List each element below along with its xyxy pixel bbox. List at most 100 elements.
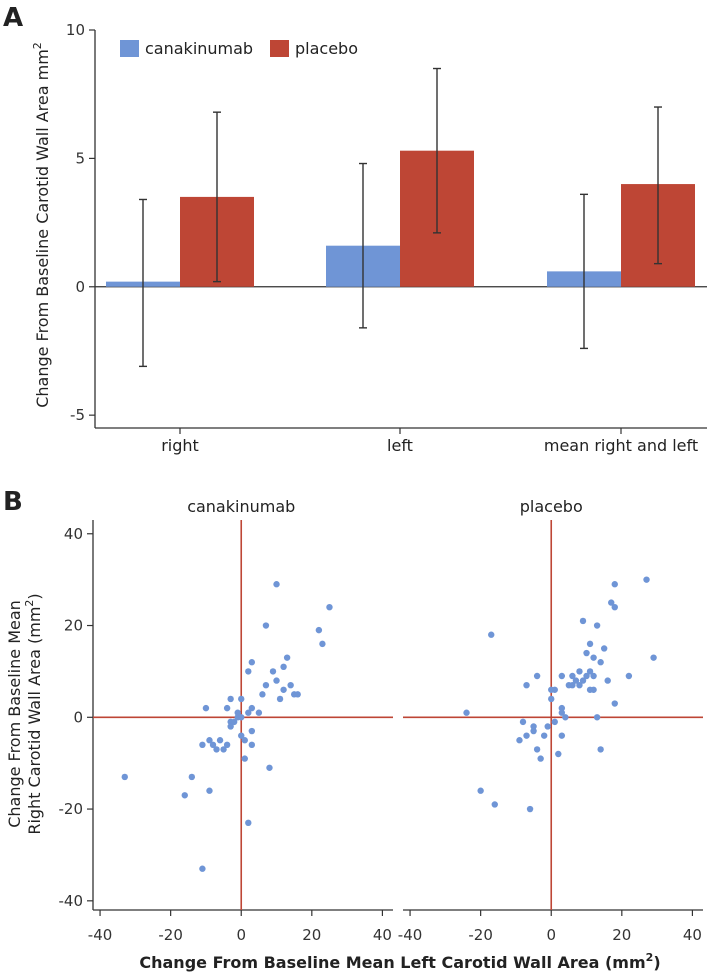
scatter-point-placebo bbox=[650, 654, 657, 661]
bar-category-label: right bbox=[161, 436, 199, 455]
scatter-point-placebo bbox=[526, 805, 534, 813]
scatter-point-placebo bbox=[586, 668, 594, 675]
scatter-point-placebo bbox=[586, 640, 594, 648]
scatter-x-tick-label: 20 bbox=[302, 926, 321, 944]
scatter-point-canakinumab bbox=[227, 695, 234, 703]
scatter-point-placebo bbox=[625, 672, 633, 680]
scatter-point-canakinumab bbox=[273, 581, 280, 588]
scatter-y-tick-label: 0 bbox=[73, 708, 83, 726]
scatter-point-placebo bbox=[533, 672, 541, 680]
scatter-x-tick-label: -20 bbox=[158, 926, 183, 944]
scatter-point-placebo bbox=[590, 672, 597, 680]
scatter-x-tick-label: 0 bbox=[236, 926, 246, 944]
bar-y-tick-label: 10 bbox=[66, 21, 85, 39]
scatter-point-placebo bbox=[548, 695, 555, 703]
scatter-y-tick-label: -40 bbox=[59, 892, 84, 910]
scatter-point-canakinumab bbox=[220, 746, 227, 753]
scatter-point-placebo bbox=[593, 714, 601, 721]
scatter-point-placebo bbox=[608, 599, 615, 606]
scatter-point-canakinumab bbox=[223, 704, 231, 712]
facet-title-canakinumab: canakinumab bbox=[187, 497, 295, 516]
scatter-point-canakinumab bbox=[259, 691, 266, 698]
scatter-point-canakinumab bbox=[238, 695, 245, 703]
scatter-x-tick-label: -40 bbox=[88, 926, 113, 944]
bar-y-tick-label: 5 bbox=[75, 149, 85, 167]
scatter-point-placebo bbox=[523, 681, 530, 689]
scatter-point-placebo bbox=[551, 718, 558, 726]
scatter-point-placebo bbox=[558, 704, 566, 712]
bar-category-label: left bbox=[387, 436, 413, 455]
scatter-point-placebo bbox=[558, 732, 566, 739]
scatter-point-canakinumab bbox=[213, 746, 220, 753]
scatter-y-tick-label: -20 bbox=[59, 800, 84, 818]
scatter-point-canakinumab bbox=[245, 668, 252, 675]
scatter-y-tick-label: 20 bbox=[64, 617, 83, 635]
scatter-x-tick-label: -40 bbox=[398, 926, 423, 944]
scatter-point-canakinumab bbox=[326, 603, 333, 611]
scatter-point-canakinumab bbox=[206, 737, 213, 744]
scatter-point-canakinumab bbox=[181, 792, 188, 799]
panel-b-label: B bbox=[3, 487, 23, 517]
scatter-point-canakinumab bbox=[199, 865, 206, 872]
scatter-point-placebo bbox=[597, 746, 604, 753]
scatter-point-canakinumab bbox=[202, 704, 210, 712]
scatter-point-placebo bbox=[488, 631, 495, 638]
scatter-x-tick-label: -20 bbox=[468, 926, 493, 944]
panel-a-label: A bbox=[3, 3, 23, 33]
scatter-point-placebo bbox=[569, 672, 576, 680]
scatter-point-placebo bbox=[583, 672, 590, 680]
scatter-point-canakinumab bbox=[262, 622, 270, 629]
scatter-y-axis-title-line2: Right Carotid Wall Area (mm2) bbox=[23, 593, 44, 834]
scatter-point-canakinumab bbox=[319, 640, 326, 648]
scatter-point-canakinumab bbox=[227, 723, 234, 730]
scatter-x-axis-title: Change From Baseline Mean Left Carotid W… bbox=[139, 951, 660, 972]
scatter-x-tick-label: 40 bbox=[683, 926, 702, 944]
scatter-point-placebo bbox=[576, 681, 583, 689]
scatter-point-placebo bbox=[579, 617, 587, 625]
scatter-point-canakinumab bbox=[294, 691, 301, 698]
scatter-point-canakinumab bbox=[234, 709, 241, 716]
scatter-point-placebo bbox=[544, 723, 551, 730]
scatter-y-tick-label: 40 bbox=[64, 525, 83, 543]
scatter-point-canakinumab bbox=[199, 741, 206, 749]
scatter-point-canakinumab bbox=[209, 741, 217, 749]
scatter-y-axis-title-line1: Change From Baseline Mean bbox=[5, 600, 24, 828]
scatter-point-canakinumab bbox=[245, 819, 252, 827]
legend-label-canakinumab: canakinumab bbox=[145, 39, 253, 58]
bar-chart-y-axis-title: Change From Baseline Carotid Wall Area m… bbox=[31, 42, 52, 408]
scatter-point-canakinumab bbox=[273, 677, 280, 684]
scatter-point-placebo bbox=[643, 576, 650, 583]
scatter-point-placebo bbox=[530, 723, 537, 730]
scatter-point-placebo bbox=[562, 714, 569, 721]
scatter-point-placebo bbox=[572, 677, 580, 684]
scatter-x-tick-label: 40 bbox=[373, 926, 392, 944]
scatter-point-placebo bbox=[558, 709, 566, 716]
scatter-point-placebo bbox=[604, 677, 611, 684]
scatter-point-placebo bbox=[463, 709, 470, 716]
scatter-point-canakinumab bbox=[248, 741, 256, 749]
scatter-point-placebo bbox=[611, 700, 618, 707]
scatter-point-canakinumab bbox=[269, 668, 277, 675]
scatter-point-canakinumab bbox=[315, 626, 323, 634]
scatter-point-placebo bbox=[551, 686, 558, 693]
scatter-point-canakinumab bbox=[262, 681, 270, 689]
legend-label-placebo: placebo bbox=[295, 39, 358, 58]
bar-y-tick-label: -5 bbox=[70, 406, 85, 424]
scatter-point-canakinumab bbox=[241, 755, 248, 762]
scatter-point-placebo bbox=[590, 654, 597, 661]
scatter-point-placebo bbox=[533, 746, 541, 753]
scatter-x-tick-label: 20 bbox=[612, 926, 631, 944]
scatter-point-canakinumab bbox=[230, 718, 238, 726]
scatter-point-placebo bbox=[537, 755, 544, 762]
scatter-point-placebo bbox=[600, 645, 608, 652]
scatter-point-canakinumab bbox=[248, 727, 256, 735]
scatter-point-canakinumab bbox=[248, 659, 256, 666]
scatter-point-placebo bbox=[569, 681, 576, 689]
scatter-point-placebo bbox=[590, 686, 597, 693]
scatter-point-canakinumab bbox=[248, 704, 256, 712]
scatter-point-canakinumab bbox=[223, 741, 231, 749]
scatter-point-canakinumab bbox=[238, 732, 245, 739]
scatter-point-canakinumab bbox=[283, 654, 291, 661]
scatter-point-placebo bbox=[576, 668, 583, 675]
scatter-chart-panel: 40 20 0 -20 -40 canakinumab -40 -20 0 20 40 placebo… bbox=[59, 497, 703, 944]
